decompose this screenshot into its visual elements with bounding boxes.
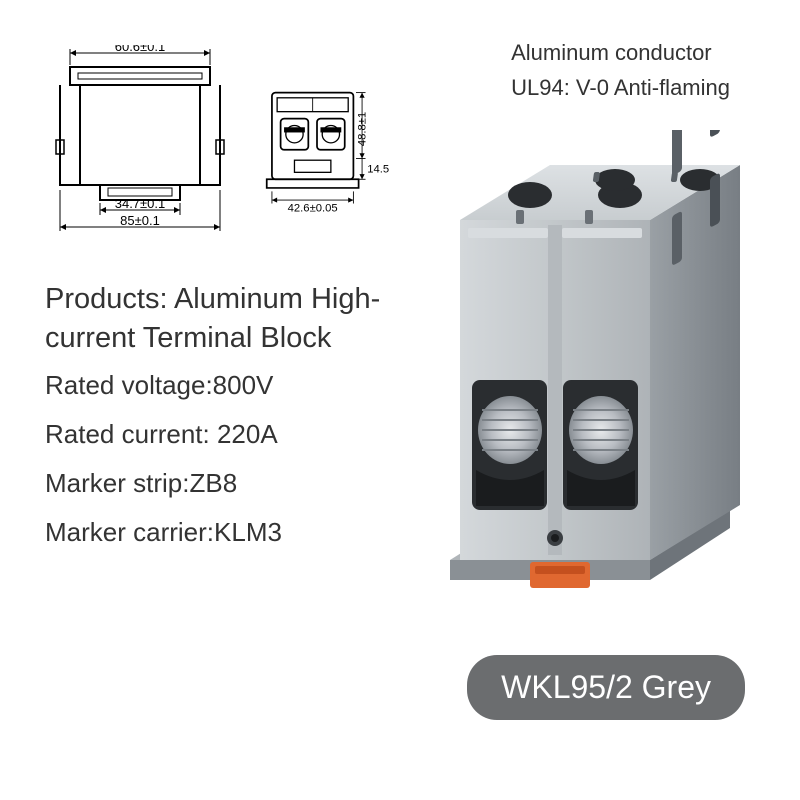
spec-voltage: Rated voltage:800V (45, 370, 425, 401)
product-title: Products: Aluminum High-current Terminal… (45, 280, 425, 358)
side-view-drawing: 60.6±0.1 34.7±0.1 85±0.1 (50, 45, 230, 235)
front-view-drawing: 48.8±1 14.5 42.6±0.05 (265, 75, 395, 235)
dim-side-top: 60.6±0.1 (115, 45, 166, 54)
marker-carrier-label: Marker carrier: (45, 517, 214, 547)
voltage-value: 800V (213, 370, 274, 400)
material-labels: Aluminum conductor UL94: V-0 Anti-flamin… (511, 35, 730, 105)
product-3d-render (420, 130, 770, 620)
dim-side-outer: 85±0.1 (120, 213, 160, 228)
dim-front-width: 42.6±0.05 (288, 202, 338, 214)
flame-rating-label: UL94: V-0 Anti-flaming (511, 70, 730, 105)
dim-front-lower: 14.5 (367, 163, 389, 175)
marker-carrier-value: KLM3 (214, 517, 282, 547)
conductor-label: Aluminum conductor (511, 35, 730, 70)
specifications: Products: Aluminum High-current Terminal… (45, 280, 425, 566)
spec-marker-strip: Marker strip:ZB8 (45, 468, 425, 499)
technical-drawings: 60.6±0.1 34.7±0.1 85±0.1 (40, 35, 420, 255)
spec-marker-carrier: Marker carrier:KLM3 (45, 517, 425, 548)
current-label: Rated current: (45, 419, 210, 449)
marker-strip-label: Marker strip: (45, 468, 189, 498)
current-value: 220A (210, 419, 278, 449)
spec-current: Rated current: 220A (45, 419, 425, 450)
dim-side-inner: 34.7±0.1 (115, 196, 166, 211)
voltage-label: Rated voltage: (45, 370, 213, 400)
marker-strip-value: ZB8 (189, 468, 237, 498)
dim-front-upper: 48.8±1 (357, 112, 369, 146)
model-badge: WKL95/2 Grey (467, 655, 745, 720)
